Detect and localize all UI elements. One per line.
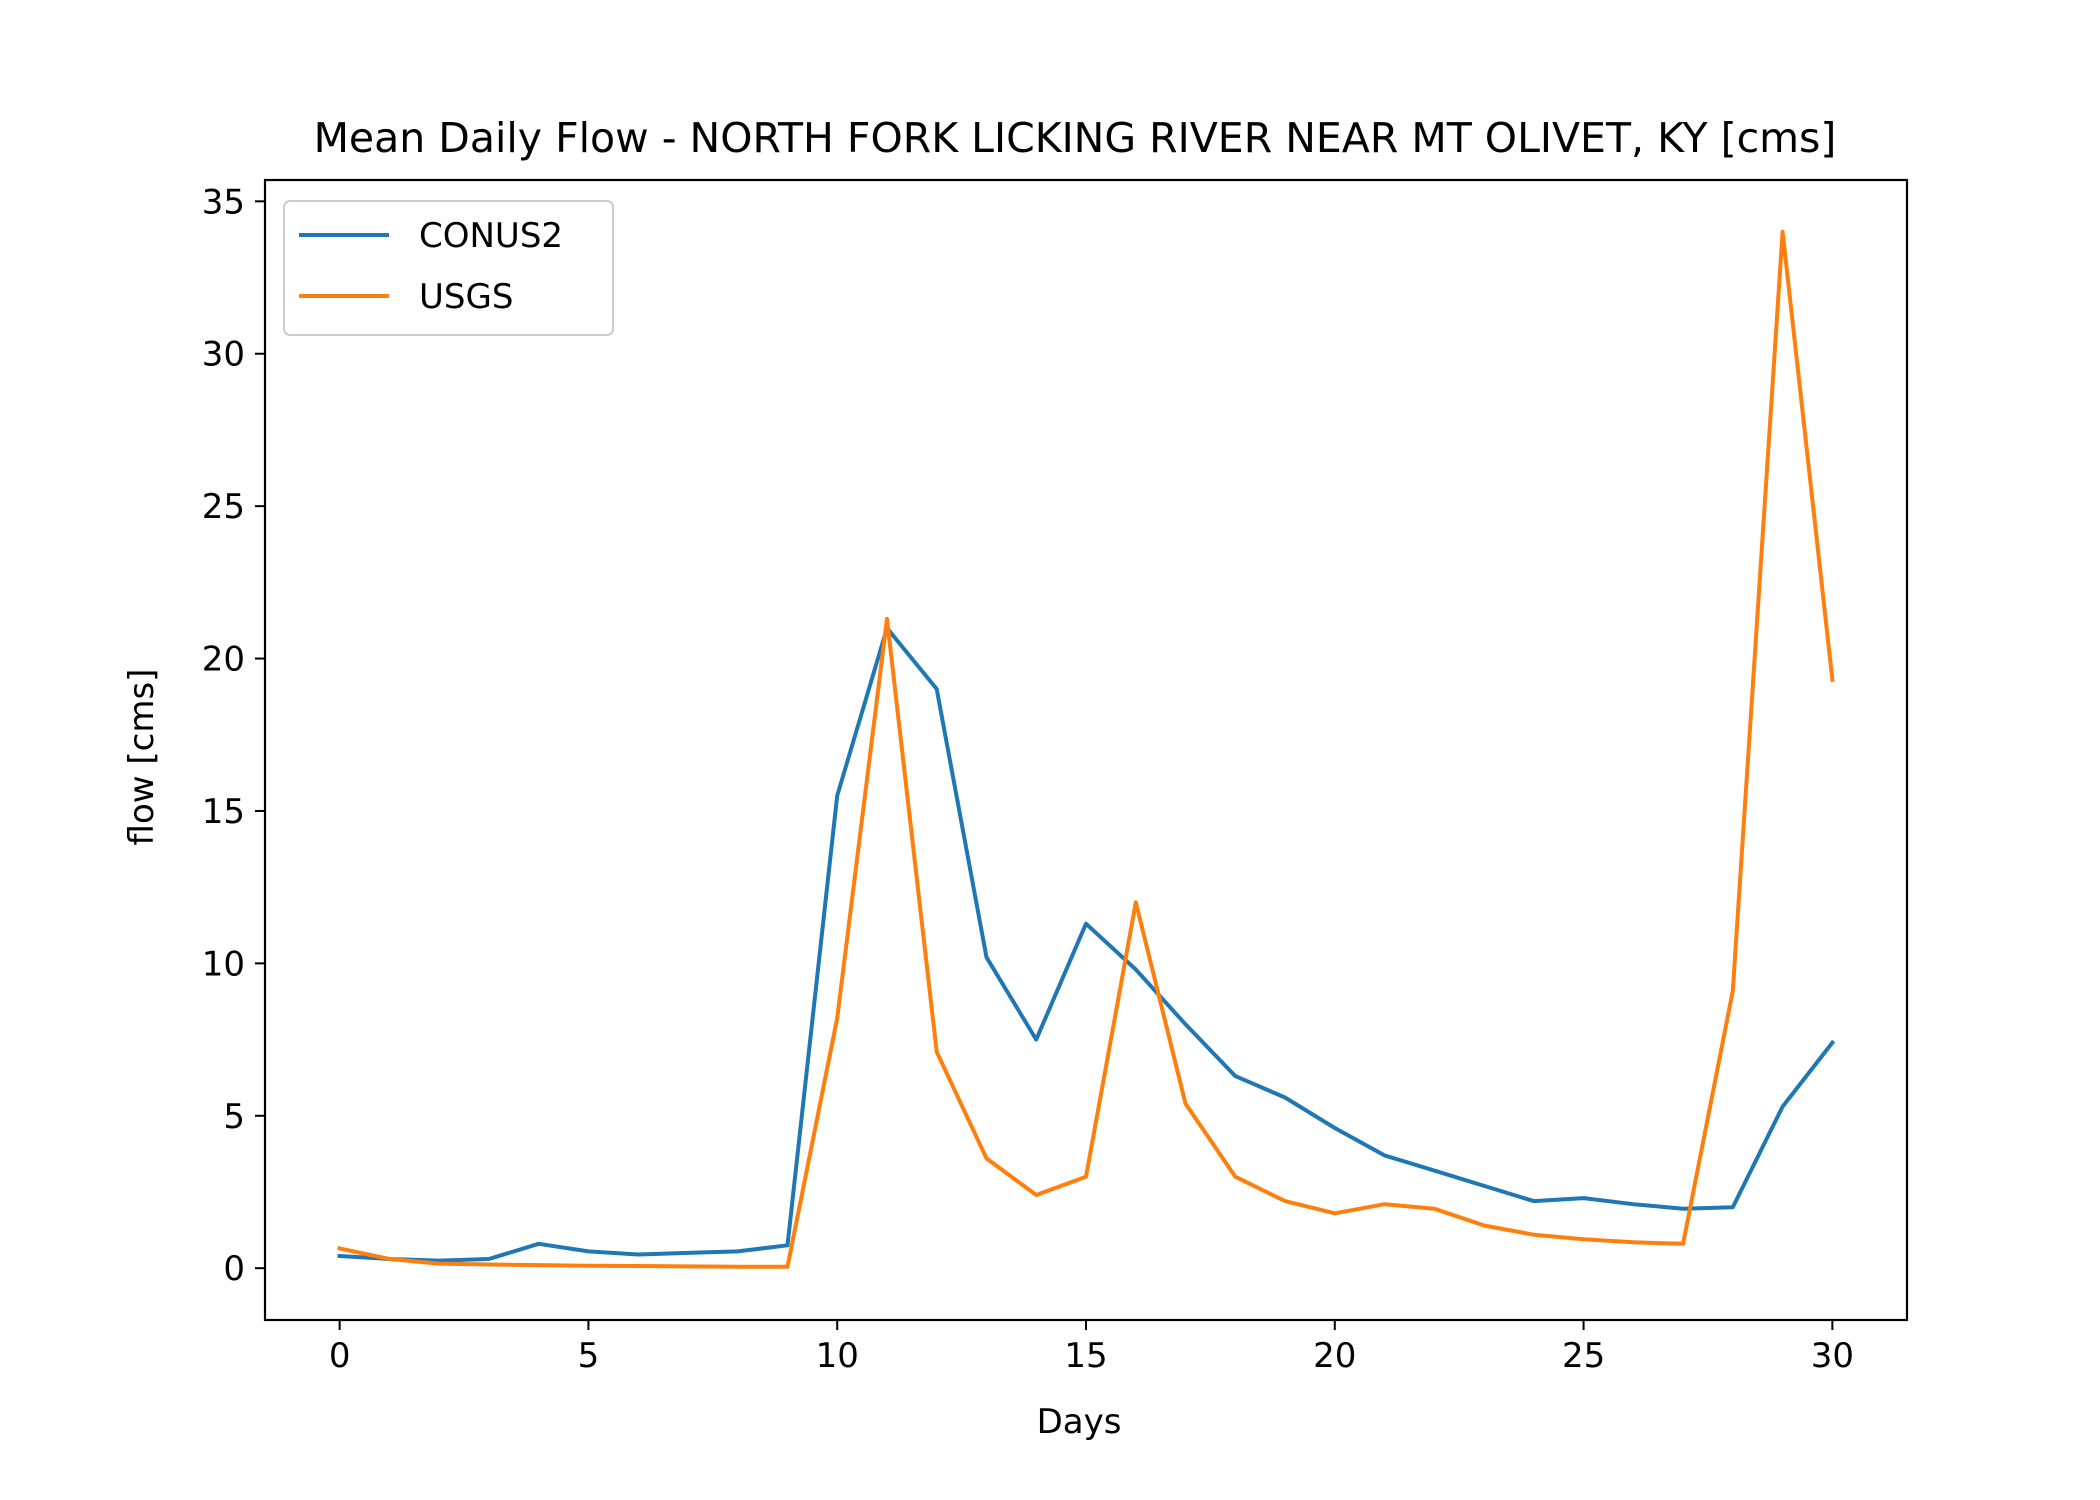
x-tick-label: 30 bbox=[1811, 1336, 1854, 1376]
x-tick-label: 0 bbox=[329, 1336, 351, 1376]
x-axis-label: Days bbox=[1037, 1402, 1122, 1442]
y-tick-label: 20 bbox=[202, 640, 245, 680]
chart-title: Mean Daily Flow - NORTH FORK LICKING RIV… bbox=[314, 114, 1837, 162]
x-tick-label: 5 bbox=[578, 1336, 600, 1376]
plot-area bbox=[337, 229, 1836, 1269]
y-tick-label: 35 bbox=[202, 182, 245, 222]
y-tick-label: 10 bbox=[202, 944, 245, 984]
x-tick-label: 25 bbox=[1562, 1336, 1605, 1376]
y-tick-label: 30 bbox=[202, 335, 245, 375]
y-tick-label: 25 bbox=[202, 487, 245, 527]
legend-label-conus2: CONUS2 bbox=[419, 216, 563, 256]
axes: 0 5 10 15 20 25 30 0 5 10 15 20 25 30 35 bbox=[202, 178, 1909, 1376]
y-tick-label: 0 bbox=[223, 1249, 245, 1289]
legend-label-usgs: USGS bbox=[419, 277, 513, 317]
y-tick-label: 5 bbox=[223, 1097, 245, 1137]
series-line-usgs bbox=[337, 229, 1835, 1269]
y-tick-label: 15 bbox=[202, 792, 245, 832]
series-line-conus2 bbox=[337, 626, 1836, 1263]
x-tick-label: 20 bbox=[1313, 1336, 1356, 1376]
x-tick-label: 10 bbox=[816, 1336, 859, 1376]
legend: CONUS2 USGS bbox=[283, 200, 614, 336]
x-tick-label: 15 bbox=[1064, 1336, 1107, 1376]
y-axis-label: flow [cms] bbox=[122, 669, 162, 846]
